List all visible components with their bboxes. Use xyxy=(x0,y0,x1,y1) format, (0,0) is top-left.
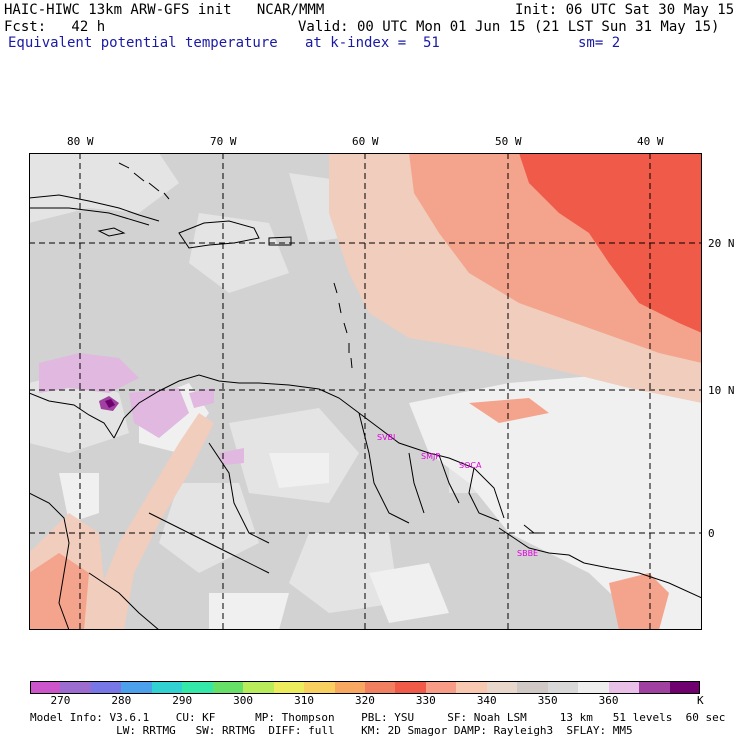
model-info-line1: Model Info: V3.6.1 CU: KF MP: Thompson P… xyxy=(30,711,726,724)
colorbar-tick-label: 310 xyxy=(294,694,314,707)
colorbar-cell xyxy=(30,681,61,693)
lon-label-80w: 80 W xyxy=(67,135,94,148)
colorbar-cell xyxy=(243,681,275,693)
field-salmon-bottom xyxy=(469,398,669,630)
colorbar-tick-label: 270 xyxy=(50,694,71,707)
colorbar-cell xyxy=(60,681,92,693)
station-svbi: SVBI xyxy=(377,433,395,442)
colorbar-tick-label: 360 xyxy=(598,694,619,707)
lat-label-20n: 20 N xyxy=(708,237,735,250)
colorbar-tick-label: 290 xyxy=(172,694,193,707)
graticule xyxy=(29,153,702,630)
colorbar-cell xyxy=(365,681,396,693)
init-time: Init: 06 UTC Sat 30 May 15 xyxy=(515,2,735,18)
colorbar-cell xyxy=(547,681,579,693)
colorbar-tick-label: 280 xyxy=(111,694,132,707)
colorbar-cell xyxy=(121,681,153,693)
colorbar-cell xyxy=(182,681,214,693)
colorbar-unit: K xyxy=(697,694,704,707)
lon-label-60w: 60 W xyxy=(352,135,379,148)
forecast-hour: Fcst: 42 h xyxy=(4,19,106,35)
smoothing-info: sm= 2 xyxy=(578,35,621,51)
colorbar-cell xyxy=(669,681,701,693)
station-soca: SOCA xyxy=(459,461,482,470)
colorbar-cell xyxy=(151,681,183,693)
colorbar-cell xyxy=(608,681,640,693)
lat-label-10n: 10 N xyxy=(708,384,735,397)
colorbar-cell xyxy=(212,681,244,693)
lon-label-40w: 40 W xyxy=(637,135,664,148)
colorbar-cell xyxy=(486,681,518,693)
coastlines xyxy=(29,162,702,630)
colorbar-frame xyxy=(30,681,700,694)
lon-label-70w: 70 W xyxy=(210,135,237,148)
station-labels: SVBI SMJP SOCA SBBE xyxy=(377,433,538,558)
colorbar-tick-label: 350 xyxy=(537,694,558,707)
colorbar-cell xyxy=(273,681,305,693)
station-sbbe: SBBE xyxy=(517,549,538,558)
colorbar-cell xyxy=(456,681,488,693)
colorbar-tick-label: 340 xyxy=(476,694,497,707)
model-title: HAIC-HIWC 13km ARW-GFS init NCAR/MMM xyxy=(4,2,325,18)
colorbar-cell xyxy=(90,681,122,693)
field-salmon-southwest xyxy=(29,553,89,630)
lat-label-0: 0 xyxy=(708,527,715,540)
field-andes-band xyxy=(99,413,214,630)
colorbar-tick-label: 320 xyxy=(355,694,375,707)
station-smjp: SMJP xyxy=(421,452,440,461)
field-cold-core-deep xyxy=(105,399,115,408)
colorbar-tick-label: 330 xyxy=(415,694,436,707)
colorbar-cell xyxy=(425,681,457,693)
colorbar-cell xyxy=(304,681,336,693)
colorbar-cell xyxy=(639,681,671,693)
field-name: Equivalent potential temperature xyxy=(8,35,278,51)
level-info: at k-index = 51 xyxy=(305,35,440,51)
theta-e-map: SVBI SMJP SOCA SBBE xyxy=(29,153,702,630)
colorbar-cell xyxy=(517,681,549,693)
colorbar-cell xyxy=(334,681,366,693)
model-info-line2: LW: RRTMG SW: RRTMG DIFF: full KM: 2D Sm… xyxy=(30,724,633,737)
map-frame xyxy=(29,153,702,630)
lon-label-50w: 50 W xyxy=(495,135,522,148)
colorbar-tick-label: 300 xyxy=(233,694,254,707)
valid-time: Valid: 00 UTC Mon 01 Jun 15 (21 LST Sun … xyxy=(298,19,720,35)
colorbar-cell xyxy=(578,681,610,693)
colorbar-cell xyxy=(395,681,427,693)
